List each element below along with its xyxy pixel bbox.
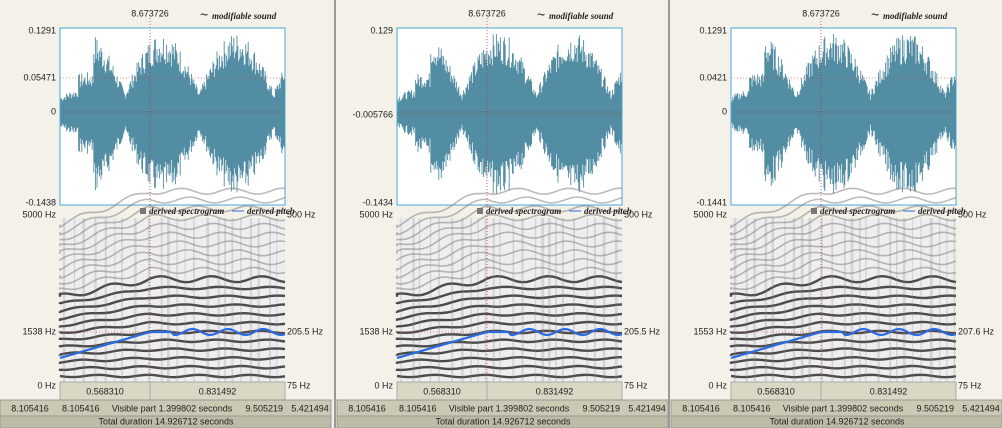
legend-tilde: ~	[871, 7, 879, 23]
spectrogram-legend: derived spectrogram	[486, 206, 561, 216]
spec-cursor-label: 1538 Hz	[22, 326, 56, 336]
window-start: 8.105416	[11, 403, 49, 413]
spectrogram-legend-swatch	[140, 208, 146, 214]
pitch-cursor-label: 207.6 Hz	[958, 326, 995, 336]
pitch-legend: derived pitch	[247, 206, 295, 216]
spec-bottom-label: 0 Hz	[37, 380, 56, 390]
left-part-label: 0.568310	[757, 386, 795, 396]
sound-legend: modifiable sound	[212, 11, 277, 21]
right-part-label: 0.831492	[199, 386, 237, 396]
wave-bottom-label: -0.1441	[696, 197, 727, 207]
spec-top-label: 5000 Hz	[693, 209, 727, 219]
legend-tilde: ~	[200, 7, 208, 23]
legend-tilde: ~	[537, 7, 545, 23]
visible-label: Visible part 1.399802 seconds	[449, 403, 570, 413]
pitch-legend: derived pitch	[918, 206, 966, 216]
visible-end: 9.505219	[916, 403, 954, 413]
pitch-cursor-label: 205.5 Hz	[287, 326, 324, 336]
window-start: 8.105416	[682, 403, 720, 413]
spec-top-label: 5000 Hz	[359, 209, 393, 219]
wave-zero-label: 0	[722, 106, 727, 116]
cursor-time: 8.673726	[131, 8, 169, 18]
pitch-bottom-label: 75 Hz	[624, 380, 648, 390]
spectrogram-legend: derived spectrogram	[820, 206, 895, 216]
right-part-label: 0.831492	[536, 386, 574, 396]
wave-mid-label: 0.0421	[699, 72, 727, 82]
sound-legend: modifiable sound	[549, 11, 614, 21]
left-part-label: 0.568310	[423, 386, 461, 396]
wave-zero-label: 0	[51, 106, 56, 116]
cursor-time: 8.673726	[468, 8, 506, 18]
right-part-label: 0.831492	[870, 386, 908, 396]
spec-cursor-label: 1538 Hz	[359, 326, 393, 336]
visible-end: 9.505219	[582, 403, 620, 413]
window-end: 5.421494	[628, 403, 666, 413]
visible-label: Visible part 1.399802 seconds	[783, 403, 904, 413]
spectrogram-legend-swatch	[811, 208, 817, 214]
spectrogram-legend: derived spectrogram	[149, 206, 224, 216]
praat-window: 0.1291 0.05471 0 -0.1438 ~ modifiable sound 8.…	[0, 0, 1002, 428]
window-end: 5.421494	[962, 403, 1000, 413]
spectrogram-legend-swatch	[477, 208, 483, 214]
wave-top-label: 0.1291	[699, 25, 727, 35]
pitch-legend: derived pitch	[584, 206, 632, 216]
wave-bottom-label: -0.1438	[25, 197, 56, 207]
visible-start: 8.105416	[62, 403, 100, 413]
visible-end: 9.505219	[245, 403, 283, 413]
wave-mid-label: -0.005766	[352, 109, 393, 119]
spec-cursor-label: 1553 Hz	[693, 326, 727, 336]
visible-start: 8.105416	[733, 403, 771, 413]
wave-bottom-label: -0.1434	[362, 197, 393, 207]
spec-bottom-label: 0 Hz	[374, 380, 393, 390]
wave-top-label: 0.1291	[28, 25, 56, 35]
waveform	[732, 34, 955, 194]
total-duration: Total duration 14.926712 seconds	[435, 416, 571, 426]
visible-start: 8.105416	[399, 403, 437, 413]
total-duration: Total duration 14.926712 seconds	[769, 416, 905, 426]
cursor-time: 8.673726	[802, 8, 840, 18]
window-end: 5.421494	[291, 403, 329, 413]
spec-top-label: 5000 Hz	[22, 209, 56, 219]
pitch-bottom-label: 75 Hz	[958, 380, 982, 390]
spec-bottom-label: 0 Hz	[708, 380, 727, 390]
sound-legend: modifiable sound	[883, 11, 948, 21]
wave-top-label: 0.129	[370, 25, 393, 35]
pitch-cursor-label: 205.5 Hz	[624, 326, 661, 336]
wave-mid-label: 0.05471	[23, 72, 56, 82]
visible-label: Visible part 1.399802 seconds	[112, 403, 233, 413]
window-start: 8.105416	[348, 403, 386, 413]
left-part-label: 0.568310	[86, 386, 124, 396]
pitch-bottom-label: 75 Hz	[287, 380, 311, 390]
total-duration: Total duration 14.926712 seconds	[98, 416, 234, 426]
